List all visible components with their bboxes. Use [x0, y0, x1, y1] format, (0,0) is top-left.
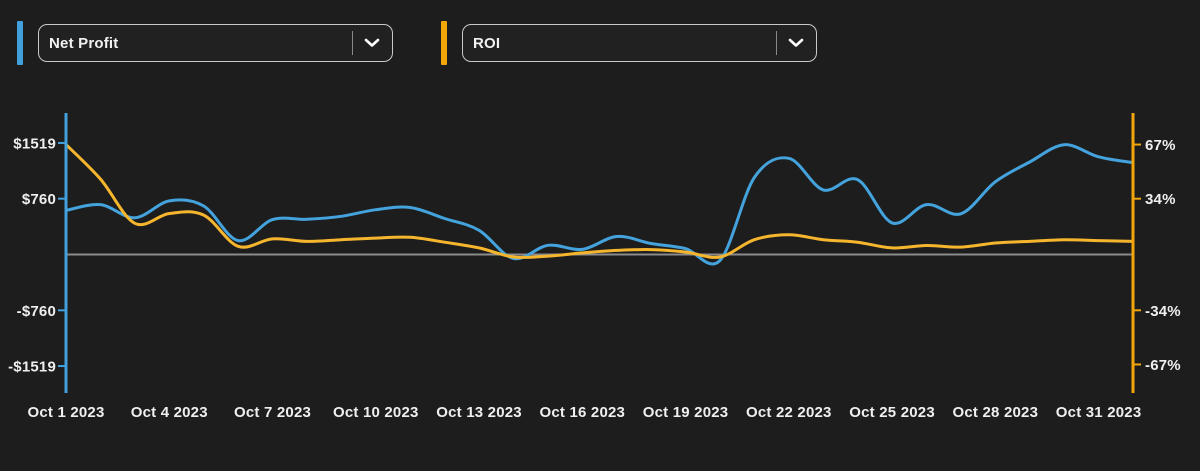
- roi-selector-label: ROI: [473, 34, 501, 52]
- net-profit-accent-bar: [17, 21, 23, 65]
- x-axis-tick-label: Oct 25 2023: [849, 404, 935, 421]
- right-axis-tick-label: -34%: [1145, 303, 1181, 320]
- roi-accent-bar: [441, 21, 447, 65]
- x-axis-tick-label: Oct 13 2023: [436, 404, 522, 421]
- net-profit-selector-label: Net Profit: [49, 34, 119, 52]
- chevron-down-icon[interactable]: [788, 38, 804, 48]
- right-axis-tick-label: 67%: [1145, 137, 1176, 154]
- selector-divider: [776, 31, 777, 55]
- selector-controls: [776, 31, 804, 55]
- left-axis-tick-label: $760: [22, 191, 56, 208]
- x-axis-tick-label: Oct 28 2023: [953, 404, 1039, 421]
- left-axis-tick-label: -$1519: [8, 359, 56, 376]
- chevron-down-icon[interactable]: [364, 38, 380, 48]
- series-line-roi: [64, 143, 1135, 260]
- left-axis-tick-label: $1519: [13, 135, 56, 152]
- x-axis-tick-label: Oct 19 2023: [643, 404, 729, 421]
- net-profit-selector[interactable]: Net Profit: [38, 24, 393, 62]
- x-axis-tick-label: Oct 10 2023: [333, 404, 419, 421]
- x-axis-tick-label: Oct 16 2023: [539, 404, 625, 421]
- right-axis-tick-label: -67%: [1145, 357, 1181, 374]
- x-axis-tick-label: Oct 22 2023: [746, 404, 832, 421]
- x-axis-tick-label: Oct 1 2023: [27, 404, 104, 421]
- roi-control-group: ROI: [441, 21, 817, 65]
- net-profit-control-group: Net Profit: [17, 21, 393, 65]
- x-axis-tick-label: Oct 7 2023: [234, 404, 311, 421]
- selector-controls: [352, 31, 380, 55]
- roi-selector[interactable]: ROI: [462, 24, 817, 62]
- series-line-net-profit: [64, 143, 1135, 266]
- x-axis-tick-label: Oct 4 2023: [131, 404, 208, 421]
- x-axis-tick-label: Oct 31 2023: [1056, 404, 1142, 421]
- selector-divider: [352, 31, 353, 55]
- right-axis-tick-label: 34%: [1145, 191, 1176, 208]
- left-axis-tick-label: -$760: [17, 303, 56, 320]
